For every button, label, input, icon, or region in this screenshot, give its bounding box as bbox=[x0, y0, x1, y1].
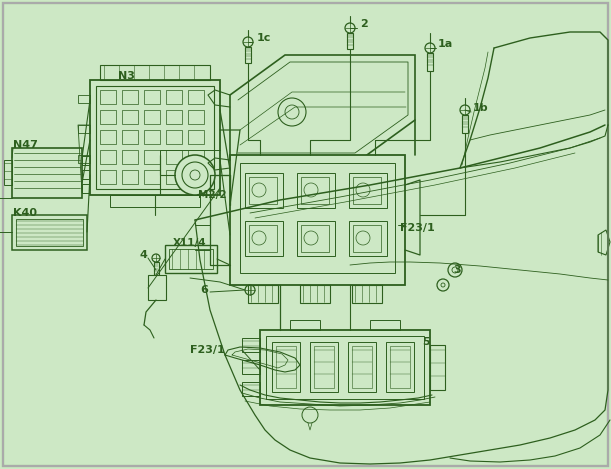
Bar bbox=[242, 382, 260, 396]
Bar bbox=[144, 170, 160, 184]
Text: 1c: 1c bbox=[257, 33, 271, 43]
Bar bbox=[276, 346, 296, 388]
Bar bbox=[462, 115, 468, 133]
Bar bbox=[245, 47, 251, 63]
Bar bbox=[240, 163, 395, 273]
Bar bbox=[245, 221, 283, 256]
Bar bbox=[122, 130, 138, 144]
Bar bbox=[297, 173, 335, 208]
Text: N3: N3 bbox=[118, 71, 135, 81]
Bar bbox=[110, 195, 200, 207]
Text: 5: 5 bbox=[422, 337, 430, 347]
Bar bbox=[427, 53, 433, 71]
Bar bbox=[430, 345, 445, 390]
Polygon shape bbox=[230, 55, 415, 160]
Bar bbox=[266, 336, 424, 399]
Bar bbox=[100, 110, 116, 124]
Text: 3: 3 bbox=[453, 265, 461, 275]
Bar bbox=[188, 170, 204, 184]
Bar bbox=[100, 170, 116, 184]
Bar bbox=[242, 338, 260, 352]
Polygon shape bbox=[598, 230, 610, 255]
Bar bbox=[242, 360, 260, 374]
Bar bbox=[144, 90, 160, 104]
Bar bbox=[82, 184, 94, 193]
Text: M2/2: M2/2 bbox=[198, 190, 227, 200]
Text: F23/1: F23/1 bbox=[190, 345, 225, 355]
Bar bbox=[4, 160, 12, 185]
Bar bbox=[12, 148, 82, 198]
Circle shape bbox=[175, 155, 215, 195]
Bar bbox=[352, 285, 382, 303]
Bar bbox=[166, 150, 182, 164]
Bar bbox=[301, 225, 329, 252]
Bar bbox=[16, 219, 83, 246]
Bar bbox=[230, 155, 405, 285]
Bar bbox=[188, 130, 204, 144]
Bar bbox=[78, 95, 90, 103]
Bar bbox=[165, 245, 217, 273]
Bar bbox=[144, 130, 160, 144]
Bar bbox=[314, 346, 334, 388]
Text: 2: 2 bbox=[360, 19, 368, 29]
Bar bbox=[348, 342, 376, 392]
Bar bbox=[370, 320, 400, 330]
Bar bbox=[310, 342, 338, 392]
Text: K40: K40 bbox=[13, 208, 37, 218]
Bar bbox=[386, 342, 414, 392]
Text: 1b: 1b bbox=[473, 103, 489, 113]
Bar bbox=[148, 275, 166, 300]
Bar bbox=[144, 150, 160, 164]
Bar bbox=[78, 155, 90, 163]
Bar bbox=[144, 110, 160, 124]
Bar bbox=[188, 110, 204, 124]
Bar bbox=[353, 177, 381, 204]
Bar bbox=[272, 342, 300, 392]
Text: 1a: 1a bbox=[438, 39, 453, 49]
Bar bbox=[82, 170, 94, 179]
Bar bbox=[297, 221, 335, 256]
Bar bbox=[352, 346, 372, 388]
Bar bbox=[166, 110, 182, 124]
Bar bbox=[154, 262, 159, 276]
Bar bbox=[122, 170, 138, 184]
Bar bbox=[100, 90, 116, 104]
Bar bbox=[347, 33, 353, 49]
Bar bbox=[166, 90, 182, 104]
Bar bbox=[122, 90, 138, 104]
Bar bbox=[245, 173, 283, 208]
Bar bbox=[12, 215, 87, 250]
Bar bbox=[100, 65, 210, 80]
Bar bbox=[300, 285, 330, 303]
Text: X11/4: X11/4 bbox=[173, 238, 207, 248]
Bar bbox=[166, 170, 182, 184]
Bar bbox=[249, 177, 277, 204]
Bar bbox=[248, 285, 278, 303]
Bar bbox=[249, 225, 277, 252]
Bar bbox=[96, 86, 214, 189]
Bar bbox=[82, 156, 94, 165]
Bar bbox=[100, 150, 116, 164]
Bar bbox=[301, 177, 329, 204]
Text: 6: 6 bbox=[200, 285, 208, 295]
Bar bbox=[122, 110, 138, 124]
Bar bbox=[390, 346, 410, 388]
Bar bbox=[166, 130, 182, 144]
Bar bbox=[290, 320, 320, 330]
Text: 4: 4 bbox=[140, 250, 148, 260]
Bar bbox=[100, 130, 116, 144]
Bar bbox=[78, 125, 90, 133]
Bar bbox=[90, 80, 220, 195]
Bar bbox=[122, 150, 138, 164]
Bar bbox=[169, 249, 213, 269]
Text: N47: N47 bbox=[13, 140, 38, 150]
Bar bbox=[349, 221, 387, 256]
Bar bbox=[353, 225, 381, 252]
Text: F23/1: F23/1 bbox=[400, 223, 435, 233]
Bar bbox=[188, 90, 204, 104]
Bar bbox=[188, 150, 204, 164]
Bar bbox=[349, 173, 387, 208]
Bar bbox=[260, 330, 430, 405]
